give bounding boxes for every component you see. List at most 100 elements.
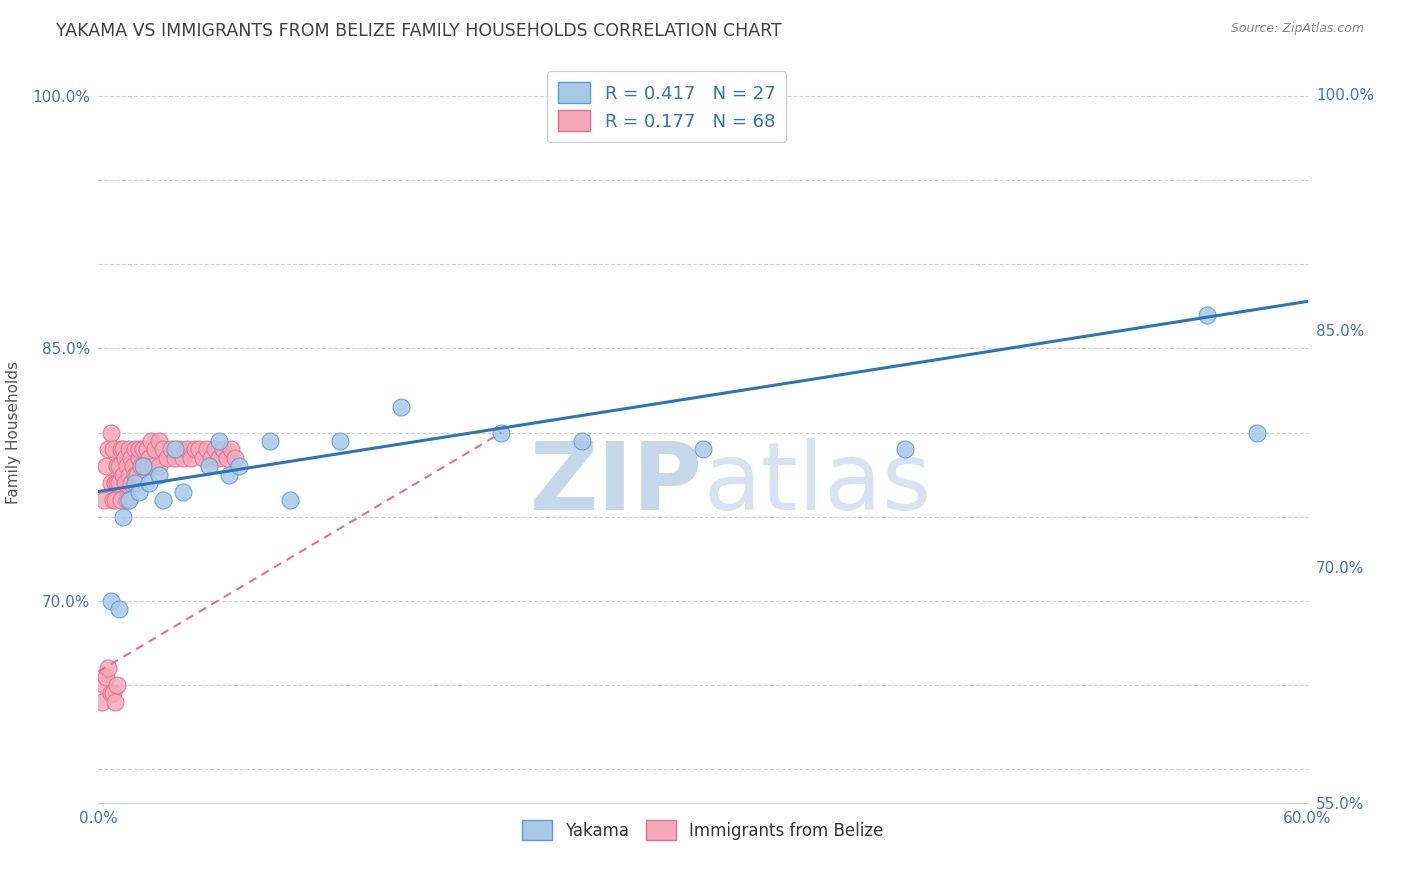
Point xyxy=(111,467,134,482)
Point xyxy=(134,459,156,474)
Point xyxy=(198,459,221,474)
Point xyxy=(96,459,118,474)
Point xyxy=(115,459,138,474)
Point xyxy=(212,442,235,457)
Point xyxy=(278,492,301,507)
Point xyxy=(217,450,239,465)
Point xyxy=(124,476,146,491)
Point xyxy=(110,492,132,507)
Point xyxy=(200,450,222,465)
Y-axis label: Family Households: Family Households xyxy=(6,361,21,504)
Point xyxy=(176,442,198,457)
Point xyxy=(148,467,170,482)
Point xyxy=(156,450,179,465)
Point xyxy=(148,434,170,448)
Point xyxy=(221,442,243,457)
Point xyxy=(107,476,129,491)
Point xyxy=(97,442,120,457)
Point xyxy=(111,442,134,457)
Text: Source: ZipAtlas.com: Source: ZipAtlas.com xyxy=(1230,22,1364,36)
Point xyxy=(107,459,129,474)
Point xyxy=(128,442,150,457)
Point xyxy=(692,442,714,457)
Point xyxy=(114,450,136,465)
Point xyxy=(893,442,915,457)
Point xyxy=(120,476,142,491)
Point xyxy=(135,442,157,457)
Point xyxy=(138,476,160,491)
Point xyxy=(93,678,115,692)
Point xyxy=(105,476,128,491)
Point xyxy=(1246,425,1268,440)
Point xyxy=(96,670,118,684)
Point xyxy=(97,661,120,675)
Point xyxy=(121,459,143,474)
Point xyxy=(100,686,122,700)
Point xyxy=(571,434,593,448)
Point xyxy=(103,695,125,709)
Legend: Yakama, Immigrants from Belize: Yakama, Immigrants from Belize xyxy=(516,814,890,847)
Point xyxy=(152,492,174,507)
Point xyxy=(139,434,162,448)
Point xyxy=(100,594,122,608)
Point xyxy=(91,695,114,709)
Point xyxy=(163,450,186,465)
Point xyxy=(329,434,352,448)
Point xyxy=(152,442,174,457)
Text: ZIP: ZIP xyxy=(530,439,703,531)
Point xyxy=(100,476,122,491)
Point xyxy=(228,459,250,474)
Point xyxy=(103,492,125,507)
Point xyxy=(132,459,155,474)
Point xyxy=(101,686,124,700)
Point xyxy=(224,450,246,465)
Point xyxy=(143,442,166,457)
Point xyxy=(128,450,150,465)
Point xyxy=(111,509,134,524)
Point xyxy=(125,467,148,482)
Text: YAKAMA VS IMMIGRANTS FROM BELIZE FAMILY HOUSEHOLDS CORRELATION CHART: YAKAMA VS IMMIGRANTS FROM BELIZE FAMILY … xyxy=(56,22,782,40)
Point xyxy=(120,450,142,465)
Point xyxy=(93,492,115,507)
Point xyxy=(101,492,124,507)
Point xyxy=(124,442,146,457)
Text: atlas: atlas xyxy=(703,439,931,531)
Point xyxy=(105,459,128,474)
Point xyxy=(128,484,150,499)
Point xyxy=(142,459,165,474)
Point xyxy=(184,442,207,457)
Point xyxy=(118,467,141,482)
Point xyxy=(110,442,132,457)
Point xyxy=(138,450,160,465)
Point xyxy=(195,442,218,457)
Point xyxy=(1195,308,1218,322)
Point xyxy=(129,459,152,474)
Point xyxy=(491,425,513,440)
Point xyxy=(100,425,122,440)
Point xyxy=(218,467,240,482)
Point xyxy=(180,450,202,465)
Point xyxy=(167,442,190,457)
Point xyxy=(118,442,141,457)
Point xyxy=(163,442,186,457)
Point xyxy=(124,467,146,482)
Point xyxy=(115,492,138,507)
Point xyxy=(103,476,125,491)
Point xyxy=(114,476,136,491)
Point xyxy=(208,434,231,448)
Point xyxy=(172,450,194,465)
Point xyxy=(160,442,183,457)
Point xyxy=(208,450,231,465)
Point xyxy=(204,442,226,457)
Point xyxy=(101,442,124,457)
Point xyxy=(148,459,170,474)
Point xyxy=(172,484,194,499)
Point xyxy=(193,450,215,465)
Point xyxy=(188,442,211,457)
Point xyxy=(132,442,155,457)
Point xyxy=(105,678,128,692)
Point xyxy=(118,492,141,507)
Point xyxy=(107,602,129,616)
Point xyxy=(389,401,412,415)
Point xyxy=(259,434,281,448)
